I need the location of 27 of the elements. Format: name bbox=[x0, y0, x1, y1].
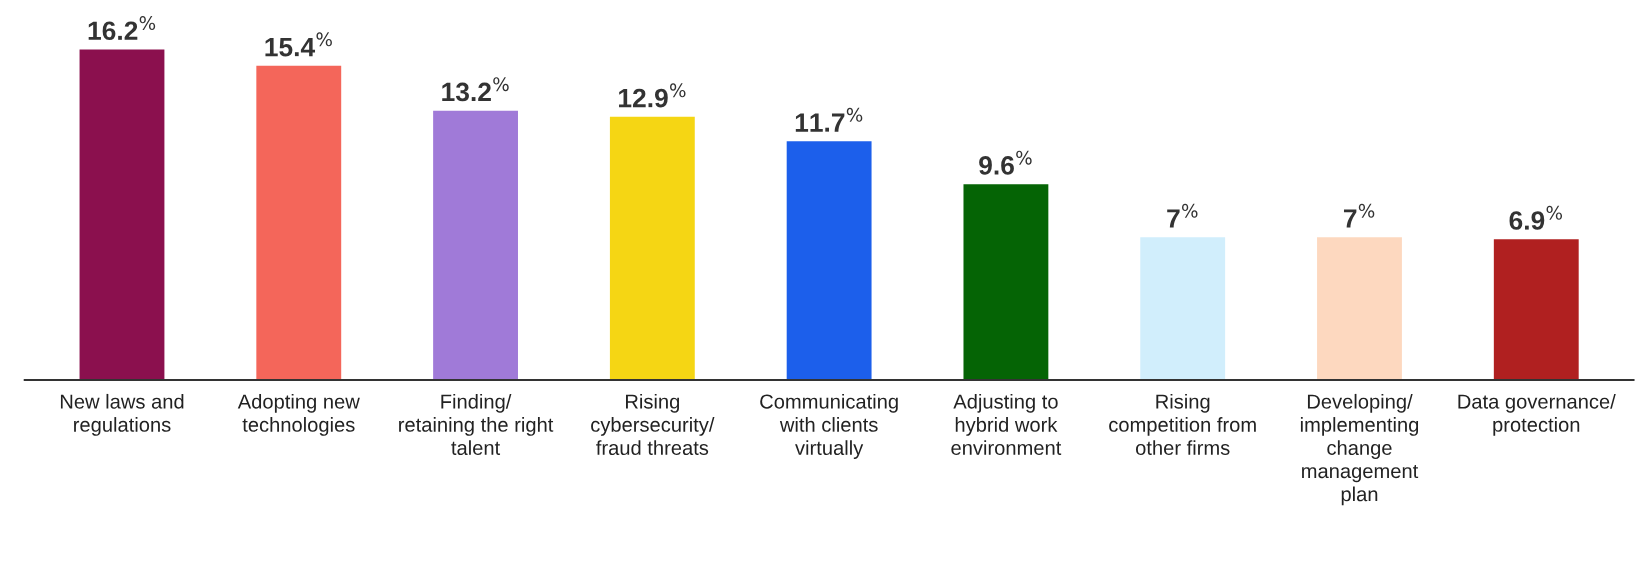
data-label: 15.4$^{%}$ bbox=[265, 32, 332, 57]
data-label: 7$^{%}$ bbox=[1343, 203, 1375, 228]
bar bbox=[786, 141, 872, 381]
x-tick-label: Developing/ implementing change management plan bbox=[1300, 393, 1419, 506]
x-tick-label: Adjusting to hybrid work environment bbox=[951, 393, 1062, 456]
bar bbox=[256, 65, 342, 381]
data-label: 6.9$^{%}$ bbox=[1509, 205, 1563, 230]
x-tick-label: Communicating with clients virtually bbox=[760, 393, 898, 459]
bar bbox=[1140, 237, 1226, 381]
bar bbox=[1317, 237, 1402, 381]
bar bbox=[79, 49, 165, 381]
x-tick-label: Data governance/ protection bbox=[1458, 393, 1616, 436]
x-tick-label: Finding/ retaining the right talent bbox=[399, 393, 554, 456]
data-label: 12.9$^{%}$ bbox=[619, 83, 686, 108]
x-tick-label: Adopting new technologies bbox=[237, 393, 360, 436]
bar bbox=[609, 116, 695, 381]
data-label: 11.7$^{%}$ bbox=[795, 107, 863, 132]
data-label: 9.6$^{%}$ bbox=[979, 150, 1032, 175]
data-label: 13.2$^{%}$ bbox=[442, 77, 509, 102]
x-tick-label: Rising competition from other firms bbox=[1109, 393, 1256, 456]
data-label: 7$^{%}$ bbox=[1167, 203, 1198, 228]
bar bbox=[963, 184, 1049, 381]
x-tick-label: Rising cybersecurity/ fraud threats bbox=[591, 393, 715, 456]
data-label: 16.2$^{%}$ bbox=[88, 16, 156, 41]
bar bbox=[1493, 239, 1579, 381]
x-tick-label: New laws and regulations bbox=[60, 393, 184, 436]
bar bbox=[433, 110, 518, 381]
